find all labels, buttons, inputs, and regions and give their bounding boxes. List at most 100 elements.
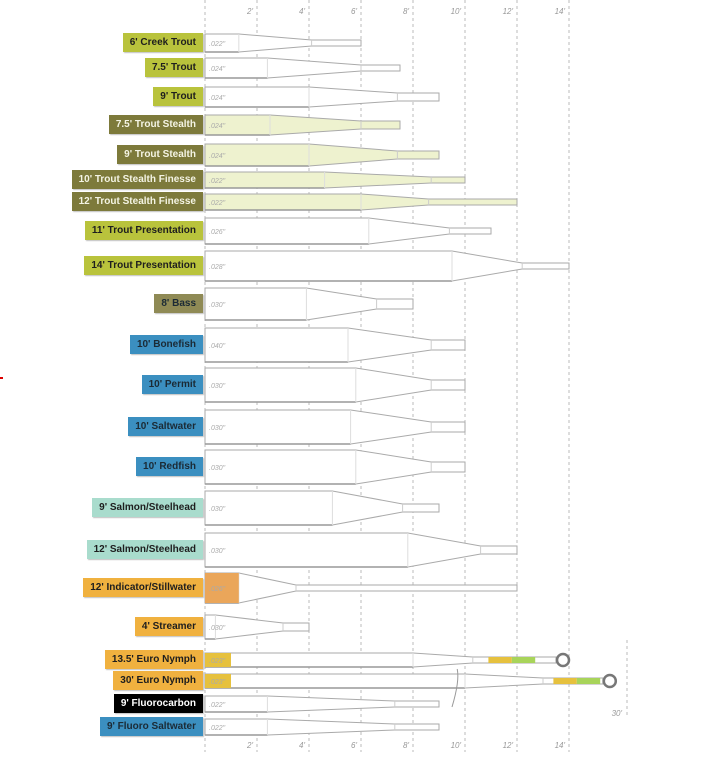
tippet-ring-icon	[602, 673, 618, 689]
leader-label: 10' Bonefish	[129, 335, 203, 354]
leader-1: .024"	[204, 57, 401, 79]
leader-taper-shape	[204, 217, 492, 245]
butt-diameter-label: .022"	[209, 725, 226, 732]
leader-19: .023"	[204, 668, 618, 708]
leader-label: 13.5' Euro Nymph	[104, 650, 203, 669]
butt-diameter-label: .023"	[209, 679, 226, 686]
butt-diameter-label: .024"	[209, 123, 226, 130]
top-tick-label: 10'	[451, 7, 462, 16]
leader-label: 6' Creek Trout	[122, 33, 203, 52]
leader-label: 12' Indicator/Stillwater	[83, 578, 203, 597]
leader-18: .023"	[204, 652, 571, 668]
leader-label: 10' Redfish	[136, 457, 203, 476]
leader-label: 8' Bass	[154, 294, 203, 313]
butt-diameter-label: .026"	[209, 229, 226, 236]
butt-diameter-label: .022"	[209, 178, 226, 185]
leader-taper-shape	[204, 490, 440, 526]
bottom-tick-label: 8'	[403, 741, 409, 750]
leader-taper-shape	[204, 695, 440, 713]
butt-diameter-label: .030"	[209, 506, 226, 513]
bottom-tick-label: 4'	[299, 741, 305, 750]
top-tick-label: 8'	[403, 7, 409, 16]
sighter-yellow	[553, 678, 577, 684]
leader-label: 12' Salmon/Steelhead	[86, 540, 203, 559]
leader-13: .030"	[204, 449, 466, 485]
bottom-tick-label: 10'	[451, 741, 462, 750]
leader-taper-shape	[204, 86, 440, 108]
leader-taper-shape	[204, 409, 466, 445]
leader-taper-shape	[204, 449, 466, 485]
leader-4: .024"	[204, 143, 440, 167]
top-tick-label: 6'	[351, 7, 357, 16]
leader-label: 12' Trout Stealth Finesse	[71, 192, 203, 211]
butt-diameter-label: .030"	[209, 548, 226, 555]
leader-label: 9' Trout Stealth	[117, 145, 203, 164]
leader-16: .026"	[204, 572, 518, 604]
leader-0: .022"	[204, 33, 362, 53]
leader-taper-shape	[204, 250, 570, 282]
euro-butt-marker	[205, 674, 231, 688]
leader-12: .030"	[204, 409, 466, 445]
leader-label: 9' Trout	[153, 87, 203, 106]
leader-7: .026"	[204, 217, 492, 245]
butt-diameter-label: .030"	[209, 625, 226, 632]
butt-diameter-label: .022"	[209, 41, 226, 48]
leader-label: 11' Trout Presentation	[84, 221, 203, 240]
butt-diameter-label: .030"	[209, 383, 226, 390]
length-break-mark	[451, 668, 459, 708]
sighter-green	[511, 657, 536, 663]
leader-label: 30' Euro Nymph	[113, 671, 203, 690]
butt-diameter-label: .026"	[209, 586, 226, 593]
leader-label: 4' Streamer	[134, 617, 203, 636]
butt-diameter-label: .024"	[209, 95, 226, 102]
leader-taper-shape	[204, 287, 414, 321]
top-tick-label: 4'	[299, 7, 305, 16]
top-tick-label: 2'	[246, 7, 253, 16]
leader-label: 9' Fluorocarbon	[113, 694, 203, 713]
leader-3: .024"	[204, 114, 401, 136]
bottom-tick-label: 2'	[246, 741, 253, 750]
leader-5: .022"	[204, 171, 466, 189]
leader-taper-shape	[204, 33, 362, 53]
butt-diameter-label: .030"	[209, 465, 226, 472]
leader-20: .022"	[204, 695, 440, 713]
bottom-tick-label: 6'	[351, 741, 357, 750]
leader-21: .022"	[204, 718, 440, 736]
butt-diameter-label: .022"	[209, 702, 226, 709]
butt-diameter-label: .030"	[209, 302, 226, 309]
red-mark	[0, 377, 3, 379]
butt-diameter-label: .024"	[209, 66, 226, 73]
butt-diameter-label: .023"	[209, 658, 226, 665]
bottom-tick-label: 12'	[503, 741, 514, 750]
leader-taper-shape	[204, 114, 401, 136]
leader-6: .022"	[204, 193, 518, 211]
leader-17: .030"	[204, 614, 310, 640]
leader-2: .024"	[204, 86, 440, 108]
leader-taper-shape	[204, 367, 466, 403]
leader-label: 7.5' Trout Stealth	[108, 115, 203, 134]
tippet-ring-icon	[555, 652, 571, 668]
indicator-butt	[205, 573, 239, 603]
leader-label: 10' Saltwater	[128, 417, 203, 436]
butt-diameter-label: .024"	[209, 153, 226, 160]
top-tick-label: 14'	[555, 7, 566, 16]
leader-8: .028"	[204, 250, 570, 282]
leader-label: 9' Fluoro Saltwater	[99, 717, 203, 736]
butt-diameter-label: .030"	[209, 425, 226, 432]
extra-tick-label: 30'	[612, 709, 623, 718]
leader-taper-shape	[204, 171, 466, 189]
euro-butt-marker	[205, 653, 231, 667]
top-tick-label: 12'	[503, 7, 514, 16]
leader-label: 7.5' Trout	[144, 58, 203, 77]
leader-taper-shape	[204, 532, 518, 568]
leader-taper-shape	[204, 718, 440, 736]
butt-diameter-label: .022"	[209, 200, 226, 207]
leader-label: 10' Trout Stealth Finesse	[71, 170, 203, 189]
leader-label: 14' Trout Presentation	[84, 256, 203, 275]
leader-9: .030"	[204, 287, 414, 321]
leader-label: 10' Permit	[141, 375, 203, 394]
sighter-green	[576, 678, 601, 684]
leader-label: 9' Salmon/Steelhead	[92, 498, 203, 517]
butt-diameter-label: .040"	[209, 343, 226, 350]
